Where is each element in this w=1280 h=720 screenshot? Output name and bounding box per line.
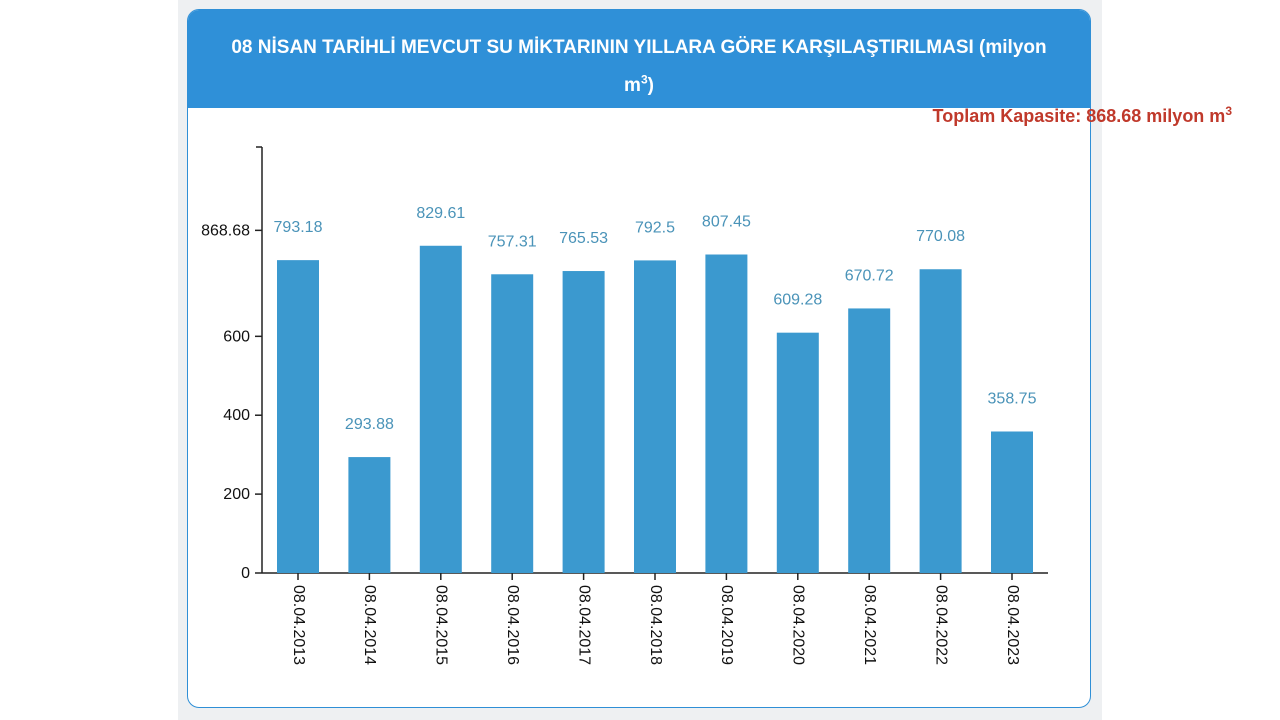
- y-tick-label: 200: [223, 486, 250, 503]
- x-tick-label: 08.04.2013: [290, 585, 307, 665]
- x-tick-label: 08.04.2021: [861, 585, 878, 665]
- total-capacity-label: Toplam Kapasite: 868.68 milyon m3: [933, 104, 1232, 127]
- x-tick-label: 08.04.2015: [433, 585, 450, 665]
- x-tick-label: 08.04.2020: [790, 585, 807, 665]
- bar: [562, 271, 605, 573]
- bar: [848, 308, 891, 573]
- bar-value-label: 609.28: [773, 292, 822, 309]
- x-tick-label: 08.04.2023: [1004, 585, 1021, 665]
- bar-value-label: 770.08: [916, 228, 965, 245]
- chart-header: 08 NİSAN TARİHLİ MEVCUT SU MİKTARININ YI…: [188, 10, 1090, 108]
- x-tick-label: 08.04.2017: [575, 585, 592, 665]
- title-close: ): [647, 75, 654, 97]
- bar-value-label: 358.75: [988, 390, 1037, 407]
- bar: [991, 431, 1033, 573]
- chart-title: 08 NİSAN TARİHLİ MEVCUT SU MİKTARININ YI…: [231, 37, 1047, 58]
- x-tick-label: 08.04.2016: [504, 585, 521, 665]
- bar-value-label: 807.45: [702, 214, 751, 231]
- bar-value-label: 670.72: [845, 267, 894, 284]
- y-tick-label: 868.68: [201, 222, 250, 239]
- y-tick-label: 600: [223, 328, 250, 345]
- x-tick-label: 08.04.2019: [718, 585, 735, 665]
- y-tick-label: 0: [241, 565, 250, 582]
- bar-value-label: 792.5: [635, 219, 675, 236]
- bar: [776, 332, 819, 573]
- x-tick-label: 08.04.2022: [932, 585, 949, 665]
- bar: [705, 254, 748, 573]
- bar: [419, 245, 462, 573]
- bar: [348, 457, 391, 573]
- x-tick-label: 08.04.2014: [361, 585, 378, 665]
- bar-value-label: 765.53: [559, 230, 608, 247]
- chart-title-unit: m3): [624, 73, 654, 97]
- bar: [919, 269, 962, 573]
- title-unit-sup: 3: [640, 73, 648, 87]
- title-unit-text: m: [624, 75, 641, 97]
- bar-value-label: 829.61: [416, 205, 465, 222]
- bar: [491, 274, 534, 573]
- x-tick-label: 08.04.2018: [647, 585, 664, 665]
- bar-value-label: 293.88: [345, 416, 394, 433]
- bar-value-label: 793.18: [274, 219, 323, 236]
- bar-value-label: 757.31: [488, 233, 537, 250]
- capacity-text: Toplam Kapasite: 868.68 milyon m: [932, 106, 1226, 126]
- y-tick-label: 400: [223, 407, 250, 424]
- capacity-sup: 3: [1225, 104, 1232, 118]
- bar: [277, 260, 319, 573]
- bar: [634, 260, 676, 573]
